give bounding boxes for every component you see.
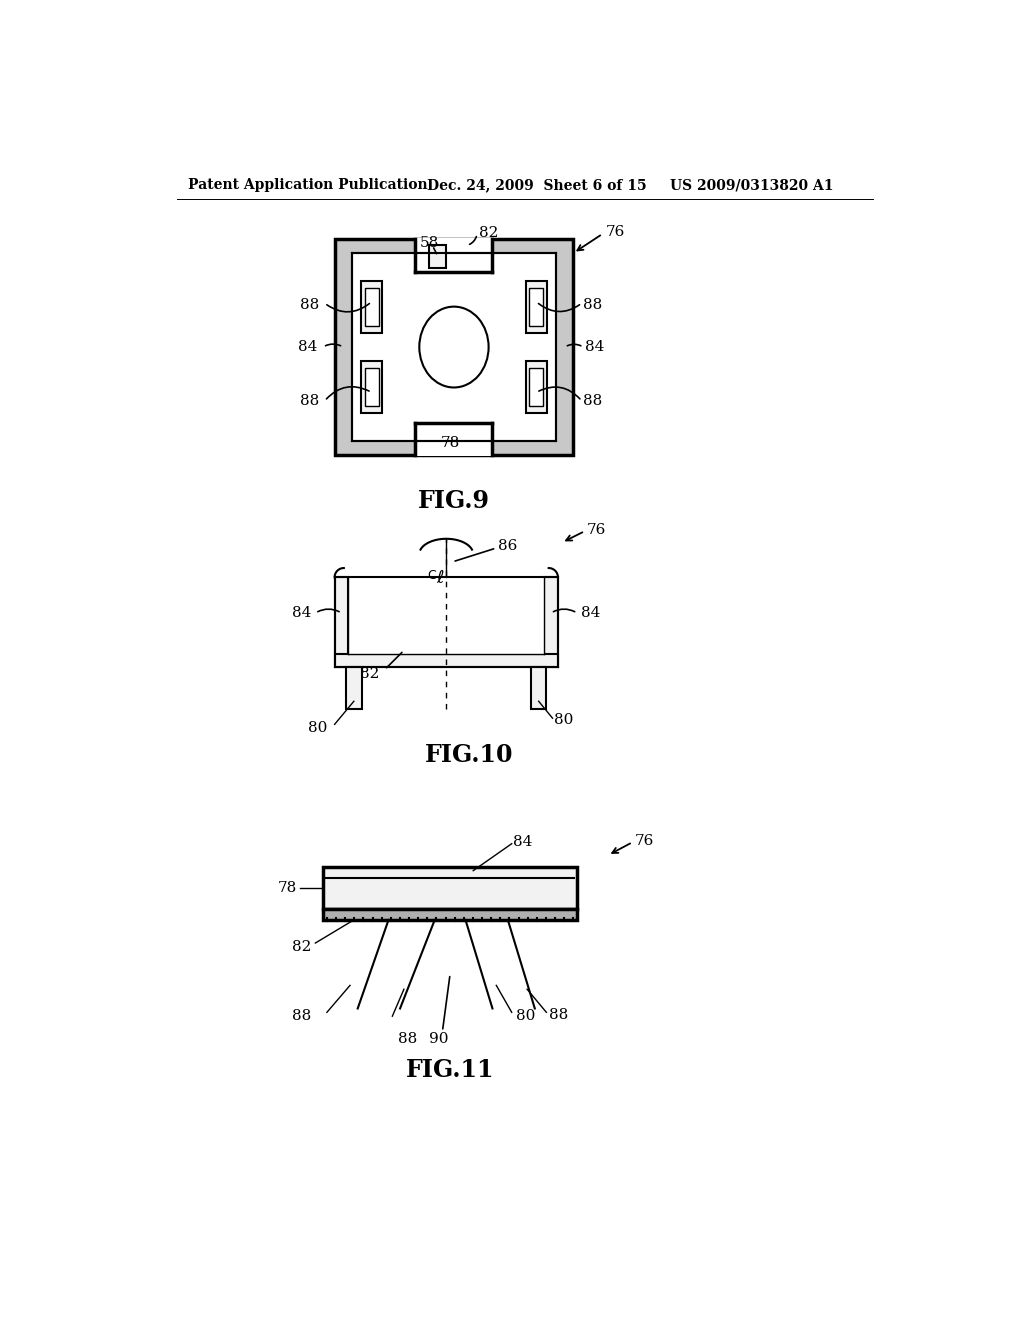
Text: 90: 90: [429, 1032, 449, 1047]
Bar: [348, 577, 544, 655]
Text: 86: 86: [498, 540, 517, 553]
Text: 88: 88: [300, 298, 319, 312]
Text: 80: 80: [554, 714, 573, 727]
Bar: [525, 360, 547, 413]
Text: 80: 80: [307, 721, 327, 735]
Text: 82: 82: [360, 667, 380, 681]
Text: 84: 84: [585, 341, 604, 354]
Text: 82: 82: [478, 226, 498, 240]
Ellipse shape: [419, 306, 488, 388]
Text: Dec. 24, 2009  Sheet 6 of 15: Dec. 24, 2009 Sheet 6 of 15: [427, 178, 646, 193]
Bar: [365, 288, 379, 326]
Text: FIG.9: FIG.9: [418, 488, 489, 513]
Text: 84: 84: [581, 606, 600, 620]
Bar: [365, 368, 379, 407]
Bar: [531, 667, 547, 709]
Bar: [335, 239, 573, 455]
Bar: [335, 655, 558, 667]
Bar: [360, 281, 382, 333]
Bar: [429, 244, 446, 268]
Bar: [351, 253, 556, 441]
Text: 58: 58: [419, 236, 438, 249]
Text: ℓ: ℓ: [436, 569, 443, 587]
Text: 88: 88: [300, 393, 319, 408]
Text: 76: 76: [635, 834, 654, 847]
Bar: [544, 577, 558, 667]
Text: 78: 78: [440, 436, 460, 450]
Text: 84: 84: [292, 606, 311, 620]
Bar: [323, 867, 578, 909]
Text: Patent Application Publication: Patent Application Publication: [188, 178, 428, 193]
Bar: [346, 667, 361, 709]
Text: 76: 76: [587, 523, 606, 536]
Bar: [416, 238, 493, 272]
Text: 88: 88: [584, 298, 602, 312]
Text: 88: 88: [584, 393, 602, 408]
Text: 84: 84: [513, 836, 532, 849]
Text: 82: 82: [292, 940, 311, 954]
Bar: [529, 288, 544, 326]
Text: 76: 76: [605, 226, 625, 239]
Bar: [335, 577, 348, 667]
Text: 84: 84: [298, 341, 317, 354]
Text: US 2009/0313820 A1: US 2009/0313820 A1: [670, 178, 834, 193]
Text: 88: 88: [398, 1032, 418, 1047]
Text: 88: 88: [292, 1010, 311, 1023]
Text: FIG.10: FIG.10: [425, 743, 514, 767]
Bar: [323, 909, 578, 920]
Text: 88: 88: [549, 1007, 568, 1022]
Text: 80: 80: [515, 1010, 535, 1023]
Bar: [529, 368, 544, 407]
Bar: [360, 360, 382, 413]
Text: FIG.11: FIG.11: [406, 1059, 495, 1082]
Text: 78: 78: [278, 880, 297, 895]
Bar: [525, 281, 547, 333]
Bar: [416, 422, 493, 457]
Text: C: C: [427, 569, 436, 582]
